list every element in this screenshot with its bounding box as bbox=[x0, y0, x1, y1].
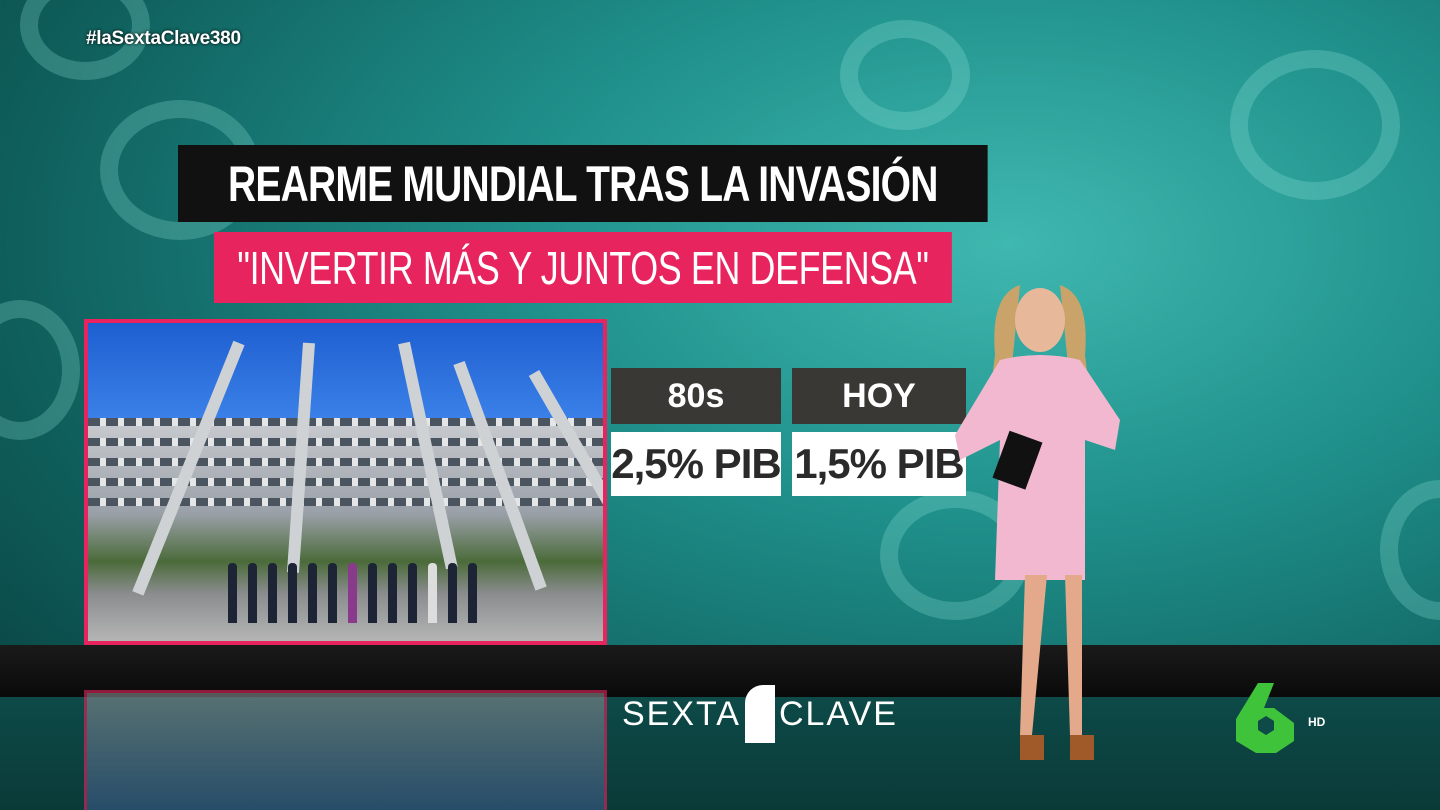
building-windows bbox=[88, 498, 603, 506]
sexta-clave-logo: SEXTA CLAVE bbox=[622, 685, 898, 743]
person bbox=[448, 563, 457, 623]
person bbox=[388, 563, 397, 623]
person bbox=[268, 563, 277, 623]
logo-text-right: CLAVE bbox=[778, 694, 898, 733]
stat-value: 2,5% PIB bbox=[611, 432, 782, 496]
studio-floor-edge bbox=[0, 645, 1440, 697]
shell-casing bbox=[1380, 480, 1440, 620]
group-photo bbox=[84, 319, 607, 645]
photo-reflection bbox=[84, 690, 607, 810]
person bbox=[408, 563, 417, 623]
pillar bbox=[132, 340, 245, 596]
logo-text-left: SEXTA bbox=[622, 694, 741, 733]
stat-hoy: HOY 1,5% PIB bbox=[792, 368, 966, 496]
person bbox=[308, 563, 317, 623]
headline-title: REARME MUNDIAL TRAS LA INVASIÓN bbox=[178, 145, 988, 222]
shell-casing bbox=[1230, 50, 1400, 200]
person bbox=[428, 563, 437, 623]
logo-mark-icon bbox=[744, 685, 775, 743]
stat-80s: 80s 2,5% PIB bbox=[611, 368, 782, 496]
headline-subtitle: "INVERTIR MÁS Y JUNTOS EN DEFENSA" bbox=[214, 232, 952, 303]
person bbox=[248, 563, 257, 623]
pillar bbox=[398, 341, 458, 570]
stat-period: HOY bbox=[792, 368, 966, 424]
lasexta-channel-icon bbox=[1236, 683, 1294, 753]
building-windows bbox=[88, 458, 603, 466]
stat-period: 80s bbox=[611, 368, 781, 424]
shell-casing bbox=[840, 20, 970, 130]
person bbox=[348, 563, 357, 623]
building-windows bbox=[88, 478, 603, 486]
pillar bbox=[528, 370, 603, 567]
person bbox=[228, 563, 237, 623]
person bbox=[368, 563, 377, 623]
hashtag: #laSextaClave380 bbox=[86, 28, 241, 49]
person bbox=[328, 563, 337, 623]
building-windows bbox=[88, 418, 603, 426]
shell-casing bbox=[0, 300, 80, 440]
presenter bbox=[955, 285, 1120, 760]
hd-badge: HD bbox=[1308, 715, 1326, 729]
building-windows bbox=[88, 438, 603, 446]
pillar bbox=[453, 360, 547, 591]
stat-value: 1,5% PIB bbox=[792, 432, 966, 496]
person bbox=[468, 563, 477, 623]
person bbox=[288, 563, 297, 623]
